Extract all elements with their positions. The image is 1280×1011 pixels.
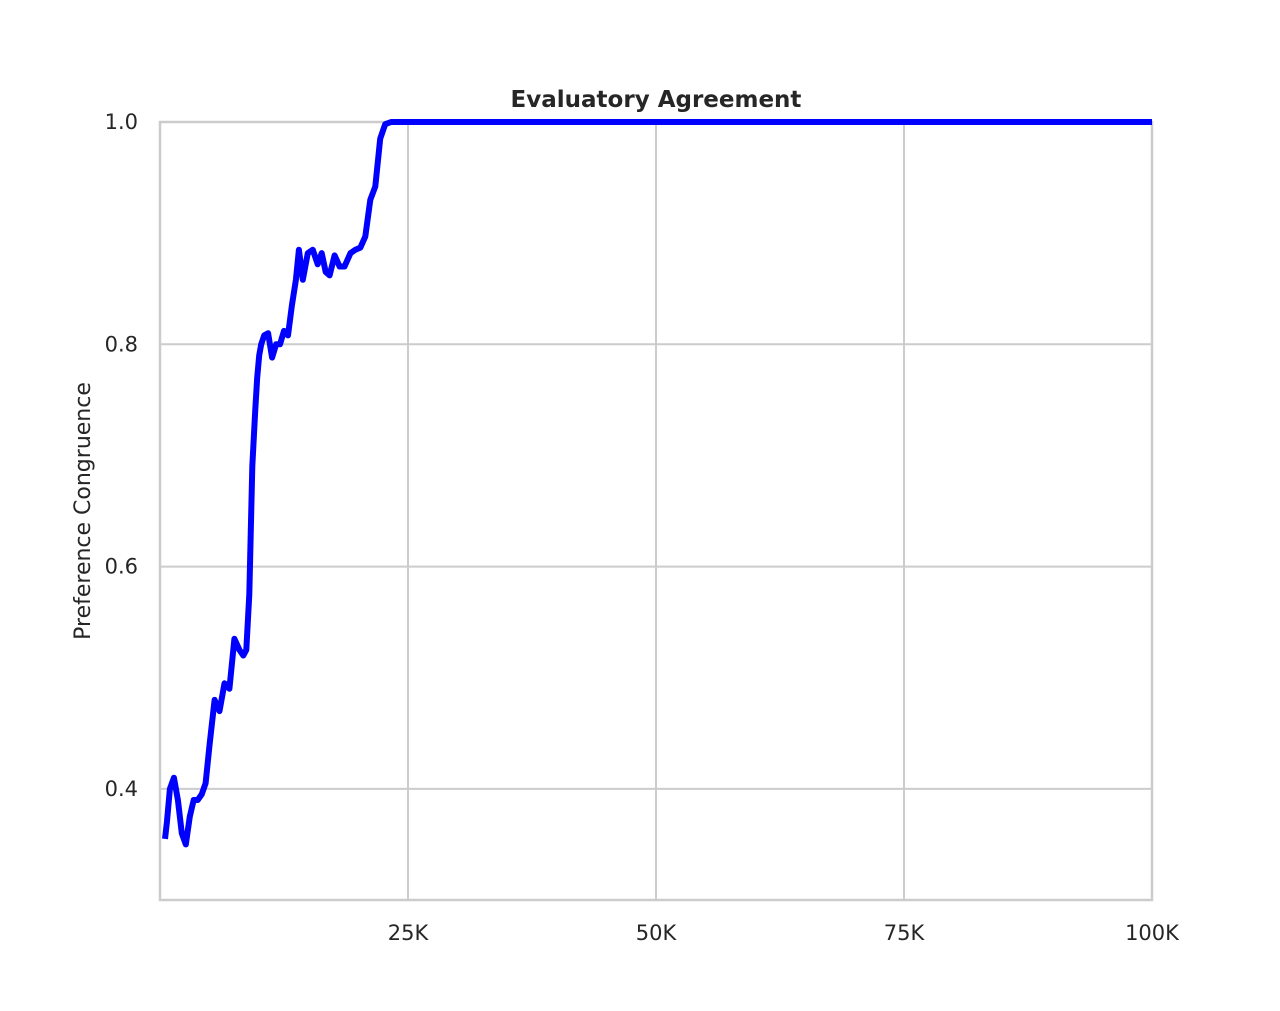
x-gridlines	[407, 122, 1153, 900]
x-tick-labels: 25K 50K 75K 100K	[388, 921, 1180, 945]
series-line	[162, 119, 1152, 848]
x-tick-label: 25K	[388, 921, 430, 945]
y-axis-label: Preference Congruence	[71, 382, 96, 640]
series-layer	[162, 119, 1152, 848]
y-tick-labels: 0.4 0.6 0.8 1.0	[105, 110, 138, 801]
y-tick-label: 1.0	[105, 110, 138, 134]
x-tick-label: 100K	[1125, 921, 1180, 945]
x-tick-label: 50K	[636, 921, 678, 945]
y-tick-label: 0.8	[105, 332, 138, 356]
y-tick-label: 0.4	[105, 777, 138, 801]
chart-title: Evaluatory Agreement	[511, 87, 802, 113]
y-tick-label: 0.6	[105, 555, 138, 579]
x-tick-label: 75K	[884, 921, 926, 945]
